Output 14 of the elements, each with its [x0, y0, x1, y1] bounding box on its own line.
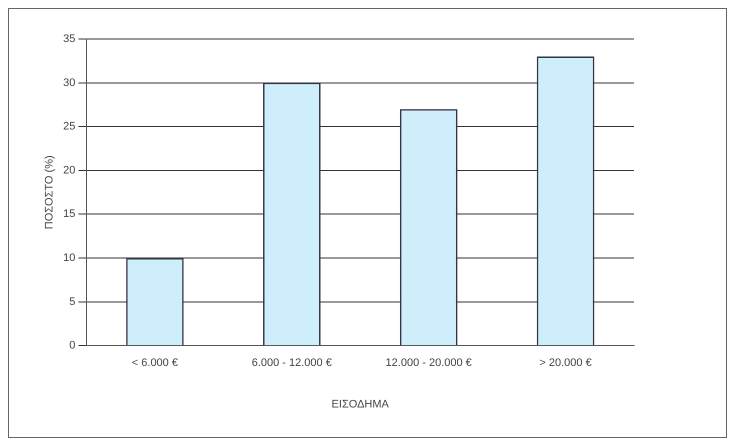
- x-tick-label: 12.000 - 20.000 €: [386, 357, 472, 370]
- x-tick-label: < 6.000 €: [132, 357, 178, 370]
- y-tick-label: 35: [63, 33, 76, 46]
- x-tick-label: > 20.000 €: [539, 357, 592, 370]
- y-axis-title: ΠΟΣΟΣΤΟ (%): [44, 155, 56, 230]
- x-axis-title: ΕΙΣΟΔΗΜΑ: [332, 398, 390, 410]
- y-tick-label: 5: [69, 296, 76, 308]
- y-tick-label: 30: [63, 76, 76, 89]
- y-tick-label: 25: [63, 120, 76, 133]
- y-tick-label: 10: [63, 252, 76, 264]
- y-tick-label: 15: [63, 208, 76, 220]
- y-tick-label: 20: [63, 164, 76, 176]
- x-tick-label: 6.000 - 12.000 €: [252, 357, 332, 370]
- y-tick-label: 0: [69, 340, 76, 352]
